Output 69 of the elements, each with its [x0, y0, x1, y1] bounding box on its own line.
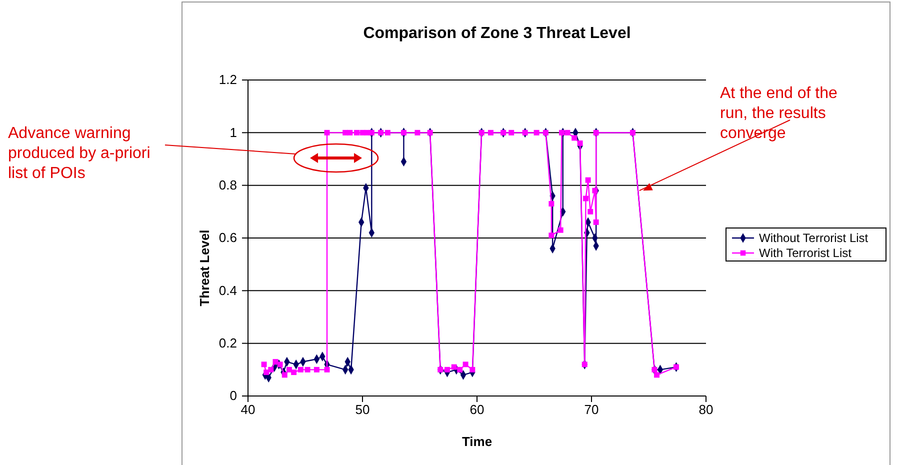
point [500, 130, 506, 136]
x-tick-label: 70 [584, 402, 599, 418]
point [324, 366, 330, 372]
point [630, 130, 636, 136]
y-tick-label: 0.2 [218, 335, 237, 350]
x-tick-label: 60 [470, 402, 484, 418]
point [470, 366, 476, 372]
point [261, 362, 267, 368]
y-tick-label: 0.4 [218, 282, 237, 298]
point [593, 130, 599, 136]
point [542, 130, 548, 136]
legend-label: With Terrorist List [759, 246, 852, 260]
point [457, 366, 463, 372]
point [378, 130, 384, 136]
x-tick-label: 80 [698, 402, 714, 418]
text: Advance warning produced by a-priori list of POIs [8, 125, 150, 182]
point [368, 130, 374, 136]
point [347, 130, 353, 136]
point [534, 130, 540, 136]
point [427, 130, 433, 136]
point [508, 130, 514, 136]
point [593, 219, 599, 225]
x-tick-label: 40 [240, 402, 256, 418]
point [400, 130, 406, 136]
point [478, 130, 484, 136]
point [462, 362, 468, 368]
point [438, 366, 444, 372]
point [488, 130, 494, 136]
y-tick-label: 0.8 [218, 177, 237, 192]
point [582, 362, 588, 368]
point [324, 130, 330, 136]
point [444, 366, 450, 372]
point [654, 372, 660, 378]
x-axis-title: Time [462, 434, 492, 449]
point [585, 177, 591, 183]
y-tick-label: 1 [230, 124, 237, 140]
point [592, 188, 598, 194]
point [522, 130, 528, 136]
point [564, 130, 570, 136]
point [354, 130, 360, 136]
point [548, 232, 554, 238]
point [583, 196, 589, 202]
point [304, 366, 310, 372]
point [286, 366, 292, 372]
y-tick-label: 0 [230, 388, 237, 404]
point [572, 135, 578, 141]
point [558, 227, 564, 233]
point [558, 130, 564, 136]
y-tick-label: 1.2 [218, 72, 237, 88]
x-tick-label: 50 [355, 402, 370, 418]
point [384, 130, 390, 136]
y-tick-label: 0.6 [218, 230, 237, 246]
chart-title: Comparison of Zone 3 Threat Level [363, 25, 631, 42]
point [414, 130, 420, 136]
point [268, 366, 274, 372]
point [264, 370, 270, 376]
point [588, 208, 594, 214]
point [272, 359, 278, 365]
point [451, 364, 457, 370]
y-axis-title: Threat Level [197, 230, 212, 306]
point [314, 366, 320, 372]
point [282, 372, 288, 378]
point [548, 201, 554, 207]
point [652, 366, 658, 372]
point [291, 370, 297, 376]
legend-label: Without Terrorist List [759, 231, 869, 245]
point [577, 140, 583, 146]
point [277, 362, 283, 368]
point [298, 366, 304, 372]
